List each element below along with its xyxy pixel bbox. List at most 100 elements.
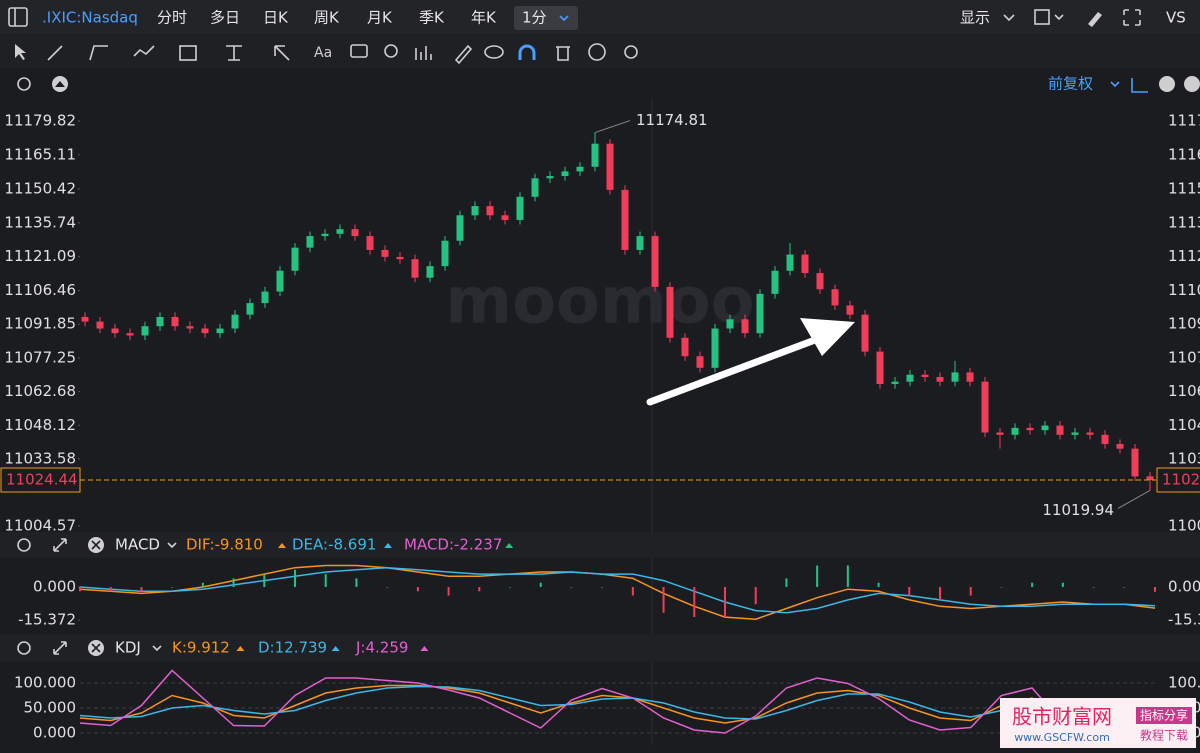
- axis-icon[interactable]: [1131, 78, 1148, 93]
- y-tick-label: 0.000: [33, 724, 76, 742]
- sync-tool[interactable]: [588, 43, 606, 61]
- delete-tool[interactable]: [556, 46, 570, 61]
- candle-body: [216, 328, 224, 334]
- histogram-bar: [908, 587, 911, 596]
- legend-caret: [420, 646, 429, 651]
- y-tick-label: 11135.74: [4, 213, 76, 231]
- y2-tick-label: 11179.82: [1168, 111, 1200, 129]
- candle-body: [906, 374, 914, 382]
- indicator-tool[interactable]: [415, 46, 432, 60]
- fib-tool[interactable]: [179, 45, 197, 61]
- candle-body: [546, 176, 554, 179]
- search-tool[interactable]: [384, 44, 398, 58]
- period-tab[interactable]: 周K: [314, 9, 340, 27]
- y-tick-label: 11062.68: [4, 382, 76, 400]
- display-menu[interactable]: 显示: [960, 9, 990, 27]
- histogram-bar: [601, 587, 604, 588]
- candle-body: [576, 166, 584, 172]
- text-tool[interactable]: Aa: [314, 45, 332, 61]
- histogram-bar: [631, 587, 634, 596]
- settings-tool[interactable]: [624, 45, 638, 59]
- macd-name[interactable]: MACD: [115, 536, 160, 554]
- y2-tick-label: 11062.68: [1168, 382, 1200, 400]
- dropdown-caret: [1003, 14, 1015, 22]
- pen-tool[interactable]: [454, 44, 473, 65]
- period-tab[interactable]: 多日: [210, 9, 240, 27]
- chart-settings[interactable]: [17, 77, 31, 91]
- histogram-bar: [754, 587, 757, 605]
- candle-body: [696, 356, 704, 368]
- candle-body: [726, 319, 734, 329]
- arrow-tool[interactable]: [274, 45, 290, 61]
- zoom-out[interactable]: [1159, 76, 1175, 92]
- candle-body: [891, 381, 899, 384]
- draw-icon[interactable]: [1088, 12, 1102, 27]
- histogram-bar: [1000, 587, 1003, 588]
- active-period[interactable]: 1分: [522, 9, 547, 27]
- macd-settings[interactable]: [17, 538, 31, 552]
- magnet-tool[interactable]: [518, 44, 536, 60]
- measure-tool[interactable]: [226, 45, 242, 61]
- histogram-bar: [1061, 582, 1064, 588]
- site-watermark: 股市财富网 www.GSCFW.com 指标分享 教程下载: [1000, 698, 1196, 748]
- collapse-arrow: [55, 81, 65, 87]
- indicator-line: [79, 564, 1156, 620]
- candle-body: [666, 286, 674, 338]
- dropdown-caret: [1054, 14, 1064, 21]
- y-tick-label: 50.000: [24, 699, 77, 717]
- candle-body: [981, 381, 989, 433]
- sidebar-icon[interactable]: [8, 7, 28, 27]
- legend-caret: [278, 543, 286, 548]
- legend-entry: J:4.259: [355, 639, 408, 657]
- candle-body: [591, 143, 599, 167]
- dropdown-caret: [559, 15, 569, 22]
- y2-tick-label: 11033.58: [1168, 449, 1200, 467]
- y-tick-label: 11048.12: [4, 416, 76, 434]
- histogram-bar: [171, 587, 174, 588]
- active-period-bg[interactable]: [514, 6, 578, 30]
- kdj-settings[interactable]: [17, 641, 31, 655]
- macd-expand[interactable]: [53, 538, 67, 552]
- wave-tool[interactable]: [133, 45, 155, 57]
- period-tab[interactable]: 季K: [419, 9, 445, 27]
- indicator-line: [79, 685, 1156, 728]
- y-tick-label: 0.000: [33, 578, 76, 596]
- layout-icon[interactable]: [1034, 9, 1050, 25]
- period-tab[interactable]: 日K: [263, 9, 289, 27]
- y2-tick-label: 0.000: [1168, 578, 1200, 596]
- note-tool[interactable]: [350, 44, 368, 58]
- period-tab[interactable]: 年K: [471, 9, 497, 27]
- y2-tick-label: -15.372: [1168, 611, 1200, 629]
- adjust-mode[interactable]: 前复权: [1048, 75, 1093, 93]
- symbol[interactable]: .IXIC:Nasdaq: [42, 9, 138, 27]
- kdj-name[interactable]: KDJ: [115, 639, 141, 657]
- line-tool[interactable]: [47, 45, 63, 61]
- histogram-bar: [1031, 582, 1034, 588]
- kdj-expand[interactable]: [53, 641, 67, 655]
- period-tab[interactable]: 月K: [367, 9, 393, 27]
- y-tick-label: 11165.11: [4, 145, 76, 163]
- compare-button[interactable]: VS: [1166, 9, 1186, 27]
- channel-tool[interactable]: [89, 45, 108, 61]
- y-tick-label: 100.000: [14, 674, 76, 692]
- eye-tool[interactable]: [484, 45, 504, 59]
- candle-body: [681, 337, 689, 357]
- candle-body: [231, 314, 239, 329]
- candle-body: [441, 240, 449, 267]
- legend-entry: DIF:-9.810: [186, 536, 263, 554]
- candle-body: [876, 351, 884, 384]
- tag-bg: [1136, 707, 1192, 724]
- candle-body: [351, 229, 359, 237]
- period-tabs: 分时 多日 日K 周K 月K 季K 年K: [157, 9, 497, 27]
- arrow-annotation: [646, 336, 819, 406]
- candle-body: [246, 303, 254, 315]
- zoom-in[interactable]: [1184, 76, 1200, 92]
- histogram-bar: [447, 587, 450, 596]
- indicator-line: [79, 566, 1156, 614]
- cursor-tool[interactable]: [15, 44, 26, 60]
- fullscreen-icon[interactable]: [1123, 9, 1141, 26]
- last-price-box: [1156, 467, 1200, 493]
- period-tab[interactable]: 分时: [157, 9, 187, 27]
